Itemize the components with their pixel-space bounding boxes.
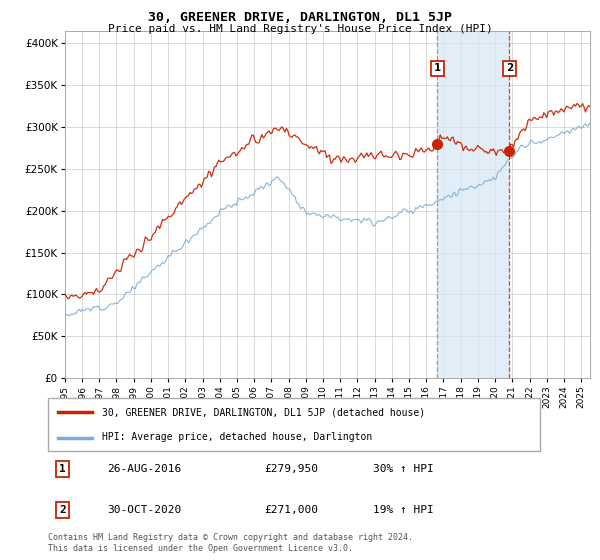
Text: 30-OCT-2020: 30-OCT-2020 — [107, 505, 181, 515]
Text: 30% ↑ HPI: 30% ↑ HPI — [373, 464, 433, 474]
Text: 2: 2 — [506, 63, 513, 73]
Text: £271,000: £271,000 — [265, 505, 319, 515]
Text: £279,950: £279,950 — [265, 464, 319, 474]
Text: Contains HM Land Registry data © Crown copyright and database right 2024.
This d: Contains HM Land Registry data © Crown c… — [48, 533, 413, 553]
Text: 1: 1 — [434, 63, 441, 73]
Bar — [437, 31, 509, 378]
Text: 26-AUG-2016: 26-AUG-2016 — [107, 464, 181, 474]
Text: 19% ↑ HPI: 19% ↑ HPI — [373, 505, 433, 515]
Text: 30, GREENER DRIVE, DARLINGTON, DL1 5JP (detached house): 30, GREENER DRIVE, DARLINGTON, DL1 5JP (… — [102, 408, 425, 418]
Text: HPI: Average price, detached house, Darlington: HPI: Average price, detached house, Darl… — [102, 432, 373, 442]
Text: 30, GREENER DRIVE, DARLINGTON, DL1 5JP: 30, GREENER DRIVE, DARLINGTON, DL1 5JP — [148, 11, 452, 24]
Text: 2: 2 — [59, 505, 66, 515]
Text: Price paid vs. HM Land Registry's House Price Index (HPI): Price paid vs. HM Land Registry's House … — [107, 24, 493, 34]
Text: 1: 1 — [59, 464, 66, 474]
